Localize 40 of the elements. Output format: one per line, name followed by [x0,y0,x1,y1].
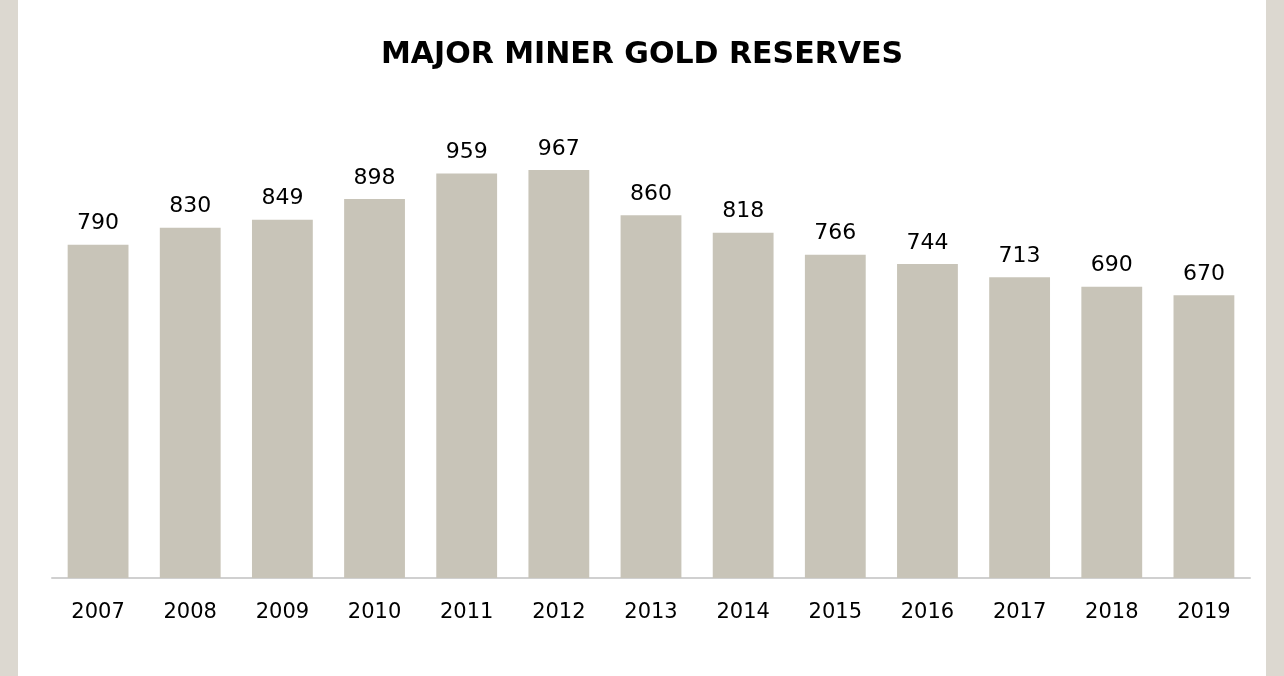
data-label: 898 [353,163,396,189]
x-tick-label: 2009 [255,598,310,623]
bar [620,215,682,578]
data-label: 670 [1182,259,1225,285]
bar [436,173,498,578]
x-tick-label: 2016 [900,598,955,623]
x-tick-label: 2008 [163,598,217,623]
x-tick-label: 2017 [992,598,1047,623]
bar [528,170,590,578]
x-tick-label: 2010 [347,598,402,623]
x-tick-label: 2018 [1085,598,1139,623]
data-label: 690 [1090,251,1133,277]
bar [159,227,221,578]
bar [251,219,313,578]
x-tick-label: 2007 [71,598,125,623]
x-tick-label: 2012 [532,598,586,623]
data-label: 967 [537,134,580,160]
data-label: 744 [906,228,949,254]
bar [989,277,1051,578]
bar [1173,295,1235,578]
bar [344,199,405,578]
bar [1081,286,1143,578]
data-label: 959 [445,137,488,163]
x-tick-label: 2013 [624,598,678,623]
data-label: 830 [169,192,212,218]
data-label: 790 [77,209,120,235]
x-tick-label: 2015 [808,598,863,623]
chart-title: MAJOR MINER GOLD RESERVES [380,34,904,70]
data-label: 818 [722,197,765,223]
bar [67,244,129,578]
data-label: 766 [814,219,857,245]
data-label: 713 [998,241,1041,267]
x-tick-label: 2014 [716,598,770,623]
bar [712,232,774,578]
data-label: 849 [261,184,304,210]
x-tick-label: 2019 [1177,598,1231,623]
bar [804,254,866,578]
data-label: 860 [630,179,672,205]
x-tick-label: 2011 [439,598,494,623]
bar [897,264,958,578]
